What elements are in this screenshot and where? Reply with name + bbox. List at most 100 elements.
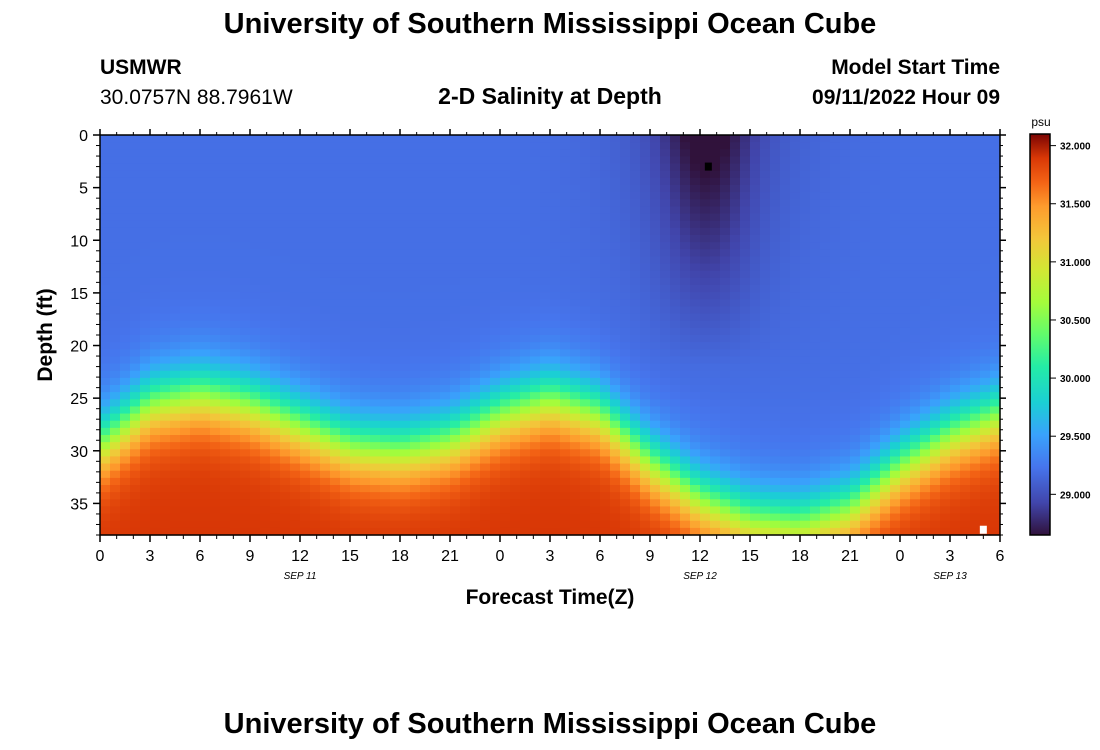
heatmap-cell xyxy=(780,320,791,329)
heatmap-cell xyxy=(330,485,341,493)
heatmap-cell xyxy=(600,199,611,208)
heatmap-cell xyxy=(700,470,711,479)
heatmap-cell xyxy=(750,377,761,386)
heatmap-cell xyxy=(500,427,511,436)
heatmap-cell xyxy=(790,356,801,365)
heatmap-cell xyxy=(450,406,461,415)
heatmap-cell xyxy=(620,163,631,172)
heatmap-cell xyxy=(120,177,131,186)
heatmap-cell xyxy=(230,413,241,422)
heatmap-cell xyxy=(210,420,221,429)
heatmap-cell xyxy=(800,249,811,258)
heatmap-cell xyxy=(440,177,451,186)
heatmap-cell xyxy=(730,256,741,265)
heatmap-cell xyxy=(690,227,701,236)
heatmap-cell xyxy=(890,242,901,250)
heatmap-cell xyxy=(760,413,771,422)
heatmap-cell xyxy=(980,320,991,329)
heatmap-cell xyxy=(590,177,601,186)
heatmap-cell xyxy=(670,435,681,443)
heatmap-cell xyxy=(960,449,971,458)
heatmap-cell xyxy=(530,177,541,186)
heatmap-cell xyxy=(710,327,721,336)
heatmap-cell xyxy=(270,142,281,150)
heatmap-cell xyxy=(340,135,351,143)
heatmap-cell xyxy=(360,413,371,422)
heatmap-cell xyxy=(410,170,421,179)
heatmap-cell xyxy=(130,249,141,258)
heatmap-cell xyxy=(890,449,901,458)
heatmap-cell xyxy=(560,306,571,315)
heatmap-cell xyxy=(250,392,261,400)
heatmap-cell xyxy=(650,235,661,243)
heatmap-cell xyxy=(250,235,261,243)
heatmap-cell xyxy=(260,263,271,272)
heatmap-cell xyxy=(100,377,111,386)
heatmap-cell xyxy=(200,356,211,365)
heatmap-cell xyxy=(930,285,941,293)
heatmap-cell xyxy=(490,235,501,243)
heatmap-cell xyxy=(830,427,841,436)
heatmap-cell xyxy=(160,270,171,279)
heatmap-cell xyxy=(970,342,981,350)
heatmap-cell xyxy=(570,285,581,293)
heatmap-cell xyxy=(460,227,471,236)
heatmap-cell xyxy=(610,156,621,165)
heatmap-cell xyxy=(960,277,971,286)
heatmap-cell xyxy=(500,199,511,208)
heatmap-cell xyxy=(580,206,591,215)
heatmap-cell xyxy=(600,263,611,272)
heatmap-cell xyxy=(400,406,411,415)
heatmap-cell xyxy=(340,270,351,279)
heatmap-cell xyxy=(300,185,311,193)
heatmap-cell xyxy=(510,499,521,508)
heatmap-cell xyxy=(180,399,191,408)
heatmap-cell xyxy=(140,292,151,300)
heatmap-cell xyxy=(430,392,441,400)
heatmap-cell xyxy=(820,135,831,143)
heatmap-cell xyxy=(810,485,821,493)
heatmap-cell xyxy=(890,499,901,508)
heatmap-cell xyxy=(270,263,281,272)
heatmap-cell xyxy=(560,527,571,536)
heatmap-cell xyxy=(540,199,551,208)
heatmap-cell xyxy=(560,242,571,250)
heatmap-cell xyxy=(590,299,601,308)
heatmap-cell xyxy=(230,477,241,486)
heatmap-cell xyxy=(730,527,741,536)
heatmap-cell xyxy=(570,349,581,358)
heatmap-cell xyxy=(110,442,121,450)
heatmap-cell xyxy=(190,249,201,258)
heatmap-cell xyxy=(460,242,471,250)
heatmap-cell xyxy=(840,149,851,158)
heatmap-cell xyxy=(800,349,811,358)
heatmap-cell xyxy=(270,306,281,315)
heatmap-cell xyxy=(740,263,751,272)
heatmap-cell xyxy=(420,206,431,215)
heatmap-cell xyxy=(510,263,521,272)
heatmap-cell xyxy=(300,235,311,243)
heatmap-cell xyxy=(310,442,321,450)
heatmap-cell xyxy=(910,149,921,158)
heatmap-cell xyxy=(240,156,251,165)
heatmap-cell xyxy=(280,470,291,479)
heatmap-cell xyxy=(630,370,641,379)
heatmap-cell xyxy=(840,177,851,186)
heatmap-cell xyxy=(740,413,751,422)
heatmap-cell xyxy=(520,427,531,436)
heatmap-cell xyxy=(320,363,331,372)
heatmap-cell xyxy=(890,513,901,522)
heatmap-cell xyxy=(720,249,731,258)
heatmap-cell xyxy=(270,463,281,472)
heatmap-cell xyxy=(510,342,521,350)
heatmap-cell xyxy=(470,292,481,300)
heatmap-cell xyxy=(900,485,911,493)
heatmap-cell xyxy=(790,506,801,515)
heatmap-cell xyxy=(210,527,221,536)
heatmap-cell xyxy=(680,170,691,179)
heatmap-cell xyxy=(190,142,201,150)
heatmap-cell xyxy=(430,206,441,215)
heatmap-cell xyxy=(200,485,211,493)
heatmap-cell xyxy=(940,213,951,222)
heatmap-cell xyxy=(190,456,201,465)
